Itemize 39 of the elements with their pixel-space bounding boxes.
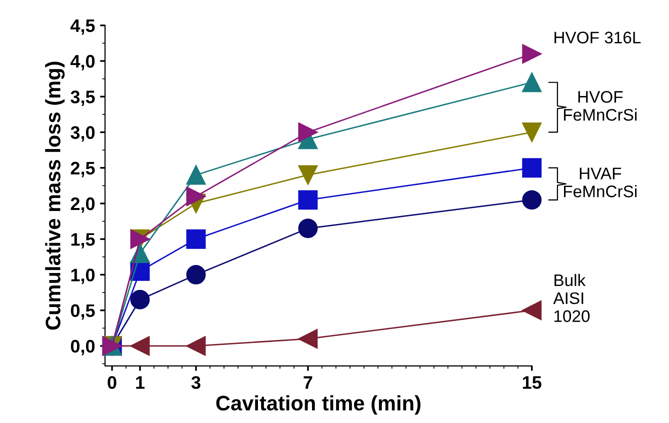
- y-tick-label: 0,0: [70, 340, 95, 356]
- x-tick-label: 15: [522, 376, 542, 389]
- y-tick-label: 2,5: [70, 162, 95, 178]
- point: [186, 229, 206, 249]
- y-tick-label: 3,0: [70, 126, 95, 142]
- y-tick-label: 1,5: [71, 233, 95, 248]
- point: [186, 186, 206, 206]
- point: [522, 300, 542, 320]
- y-tick-label: 0,5: [70, 304, 95, 320]
- point: [186, 336, 206, 356]
- x-tick-label: 1: [136, 376, 145, 389]
- point: [130, 290, 150, 310]
- series-label: HVAF FeMnCrSi: [564, 168, 637, 198]
- y-tick-label: 4,0: [70, 54, 95, 70]
- point: [522, 122, 542, 142]
- point: [298, 165, 318, 185]
- y-tick-label: 3,5: [70, 90, 95, 106]
- point: [186, 264, 206, 284]
- y-tick-label: 2,0: [70, 197, 95, 213]
- x-axis-title: Cavitation time (min): [216, 395, 420, 415]
- point: [186, 165, 206, 185]
- point: [522, 158, 542, 178]
- point: [298, 122, 318, 142]
- series-label: HVOF 316L: [554, 32, 641, 44]
- point: [298, 190, 318, 210]
- point: [522, 72, 542, 92]
- x-tick-label: 7: [304, 376, 312, 389]
- y-axis-title: Cumulative mass loss (mg): [45, 62, 65, 330]
- x-tick-label: 3: [191, 376, 200, 389]
- series-label: Bulk AISI 1020: [553, 274, 590, 322]
- y-tick-label: 1,0: [71, 268, 95, 284]
- point: [298, 329, 318, 349]
- y-tick-label: 4,5: [70, 20, 95, 35]
- point: [130, 336, 150, 356]
- point: [522, 190, 542, 210]
- point: [298, 218, 318, 238]
- point: [522, 44, 542, 64]
- series-label: HVOF FeMnCrSi: [564, 91, 637, 121]
- x-tick-label: 0: [108, 376, 116, 389]
